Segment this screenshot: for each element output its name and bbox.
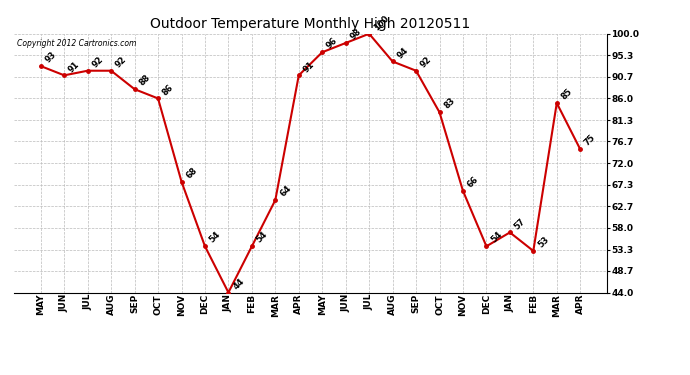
Text: 88: 88: [137, 73, 152, 88]
Text: 92: 92: [90, 55, 105, 69]
Text: Copyright 2012 Cartronics.com: Copyright 2012 Cartronics.com: [17, 39, 136, 48]
Text: 66: 66: [466, 175, 480, 189]
Text: 100: 100: [372, 14, 391, 32]
Text: 83: 83: [442, 96, 457, 111]
Text: 54: 54: [489, 230, 504, 245]
Text: 96: 96: [325, 36, 339, 51]
Text: 86: 86: [161, 82, 175, 97]
Text: 75: 75: [583, 133, 598, 148]
Text: 93: 93: [43, 50, 58, 65]
Text: 98: 98: [348, 27, 363, 42]
Text: 92: 92: [114, 55, 128, 69]
Text: 68: 68: [184, 166, 199, 180]
Text: 44: 44: [231, 276, 246, 291]
Title: Outdoor Temperature Monthly High 20120511: Outdoor Temperature Monthly High 2012051…: [150, 17, 471, 31]
Text: 91: 91: [67, 59, 81, 74]
Text: 92: 92: [419, 55, 433, 69]
Text: 91: 91: [302, 59, 316, 74]
Text: 85: 85: [560, 87, 574, 102]
Text: 54: 54: [208, 230, 222, 245]
Text: 94: 94: [395, 45, 410, 60]
Text: 64: 64: [278, 184, 293, 199]
Text: 57: 57: [513, 216, 527, 231]
Text: 54: 54: [255, 230, 269, 245]
Text: 53: 53: [536, 235, 551, 249]
